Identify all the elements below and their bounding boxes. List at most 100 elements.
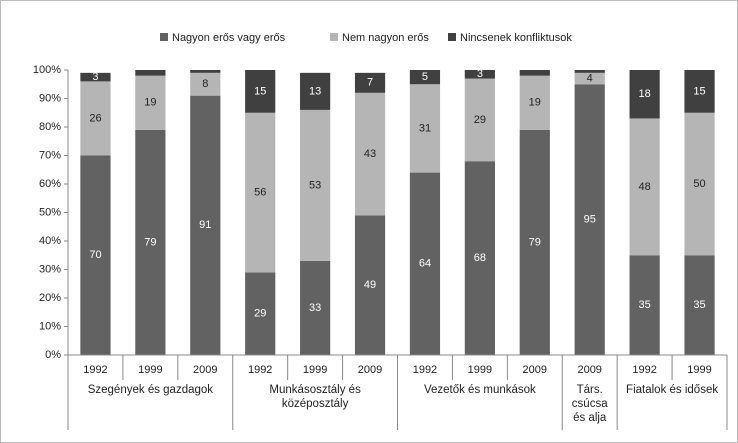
bar-segment — [135, 75, 166, 130]
data-label: 19 — [529, 97, 541, 109]
data-label: 19 — [144, 97, 156, 109]
bar-segment — [409, 70, 441, 85]
bar-segment — [409, 172, 441, 355]
bar-segment — [574, 72, 605, 85]
x-tick-label: 2009 — [358, 364, 382, 376]
legend-swatch — [330, 33, 338, 41]
data-label: 91 — [199, 219, 211, 231]
bar-segment — [629, 70, 660, 119]
x-tick-label: 1999 — [687, 364, 711, 376]
y-tick-label: 80% — [39, 121, 61, 133]
bar-segment — [300, 72, 331, 110]
x-tick-label: 1992 — [83, 364, 107, 376]
data-label: 95 — [584, 214, 596, 226]
bar-segment — [574, 70, 605, 73]
group-label: Fiatalok és idősek — [626, 384, 719, 396]
x-tick-label: 1992 — [413, 364, 437, 376]
x-tick-label: 2009 — [523, 364, 547, 376]
bar-segment — [464, 78, 495, 162]
data-label: 13 — [309, 85, 321, 97]
group-label: Szegények és gazdagok — [87, 384, 214, 396]
x-tick-label: 2009 — [577, 364, 601, 376]
data-label: 53 — [309, 179, 321, 191]
bar-segment — [354, 215, 386, 355]
bar-segment — [80, 155, 111, 355]
bar-segment — [354, 92, 386, 216]
bar-segment — [245, 70, 276, 113]
y-tick-label: 10% — [39, 320, 61, 332]
bar-segment — [519, 70, 550, 76]
data-label: 7 — [367, 77, 373, 89]
data-label: 29 — [254, 308, 266, 320]
data-label: 35 — [639, 299, 651, 311]
bar-segment — [409, 84, 441, 173]
data-label: 3 — [92, 71, 98, 83]
group-label: Munkásosztály és középosztály — [269, 384, 361, 410]
data-label: 48 — [639, 181, 651, 193]
bar-segment — [684, 255, 715, 355]
bar-segment — [300, 109, 331, 261]
data-label: 70 — [89, 249, 101, 261]
bar-segment — [80, 81, 111, 156]
bar-segment — [629, 255, 660, 355]
data-label: 31 — [419, 122, 431, 134]
x-tick-label: 2009 — [193, 364, 217, 376]
y-tick-label: 60% — [39, 178, 61, 190]
y-tick-label: 30% — [39, 263, 61, 275]
bar-segment — [684, 112, 715, 256]
data-label: 15 — [693, 85, 705, 97]
plot-area — [80, 70, 715, 355]
bar-segment — [135, 129, 166, 355]
data-label: 43 — [364, 148, 376, 160]
x-tick-label: 1992 — [632, 364, 656, 376]
x-tick-label: 1999 — [468, 364, 492, 376]
data-label: 15 — [254, 85, 266, 97]
y-tick-label: 70% — [39, 149, 61, 161]
bar-segment — [464, 161, 495, 355]
group-label: Társ. csúcsa és alja — [571, 384, 608, 424]
bar-segment — [574, 84, 605, 355]
y-tick-label: 0% — [45, 349, 61, 361]
data-label: 26 — [89, 112, 101, 124]
legend-swatch — [160, 33, 168, 41]
bar-segment — [300, 260, 331, 355]
data-label: 56 — [254, 186, 266, 198]
data-label: 3 — [477, 68, 483, 80]
data-label: 33 — [309, 302, 321, 314]
y-tick-label: 50% — [39, 206, 61, 218]
legend-swatch — [448, 33, 456, 41]
data-label: 18 — [639, 88, 651, 100]
bar-segment — [519, 129, 550, 355]
data-label: 79 — [144, 236, 156, 248]
legend-label: Nem nagyon erős — [342, 32, 429, 44]
bar-segment — [190, 70, 221, 73]
bar-segment — [464, 70, 495, 79]
data-label: 4 — [587, 72, 593, 84]
data-label: 5 — [422, 71, 428, 83]
bar-segment — [190, 72, 221, 96]
legend-label: Nincsenek konfliktusok — [460, 32, 572, 44]
bar-segment — [354, 72, 386, 93]
bar-segment — [629, 118, 660, 256]
bar-segment — [245, 112, 276, 273]
bar-segment — [190, 95, 221, 355]
bar-segment — [245, 272, 276, 355]
data-label: 49 — [364, 279, 376, 291]
y-tick-label: 90% — [39, 92, 61, 104]
data-label: 8 — [202, 78, 208, 90]
data-label: 29 — [474, 114, 486, 126]
x-tick-label: 1999 — [303, 364, 327, 376]
data-label: 79 — [529, 236, 541, 248]
group-label: Vezetők és munkások — [423, 384, 536, 396]
data-label: 50 — [693, 178, 705, 190]
data-label: 64 — [419, 258, 431, 270]
bar-segment — [519, 75, 550, 130]
data-label: 68 — [474, 252, 486, 264]
data-label: 35 — [693, 299, 705, 311]
y-tick-label: 100% — [33, 64, 61, 76]
y-tick-label: 40% — [39, 235, 61, 247]
bar-segment — [80, 72, 111, 82]
x-tick-label: 1999 — [138, 364, 162, 376]
